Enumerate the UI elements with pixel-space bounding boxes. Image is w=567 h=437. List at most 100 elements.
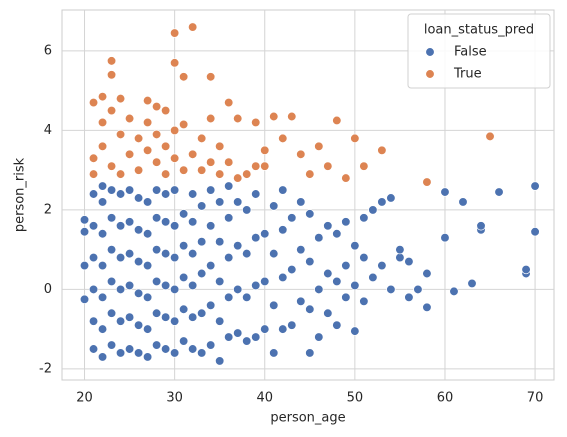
point [224, 157, 234, 167]
point [142, 95, 153, 106]
point [88, 316, 99, 326]
point [350, 280, 360, 291]
point [332, 115, 342, 126]
x-tick-label: 20 [76, 391, 93, 406]
point [350, 241, 360, 251]
point [142, 352, 153, 362]
point [160, 248, 171, 259]
point [314, 284, 324, 295]
point [79, 294, 90, 304]
point [169, 316, 180, 326]
point [124, 149, 135, 159]
point [251, 189, 261, 199]
point [242, 205, 252, 215]
point [97, 197, 108, 207]
point [368, 205, 378, 215]
point [368, 272, 378, 283]
point [305, 209, 315, 219]
point [133, 288, 144, 299]
point [287, 320, 297, 330]
point [323, 268, 333, 279]
point [278, 185, 288, 195]
point [404, 292, 414, 302]
point [106, 161, 117, 171]
point [151, 308, 162, 318]
point [215, 276, 225, 287]
point [215, 237, 225, 247]
point [206, 221, 216, 231]
point [341, 173, 351, 183]
point [386, 284, 396, 295]
point [115, 221, 126, 231]
point [260, 229, 270, 239]
point [296, 296, 306, 306]
point [323, 308, 333, 318]
point [206, 340, 216, 350]
point [169, 252, 180, 263]
point [169, 58, 180, 68]
point [215, 169, 225, 179]
point [124, 280, 135, 291]
point [377, 145, 387, 155]
point [215, 141, 225, 151]
point [88, 221, 99, 231]
point [188, 22, 198, 32]
point [449, 286, 459, 297]
point [142, 197, 153, 207]
point [106, 105, 117, 116]
point [206, 72, 216, 82]
legend-label: False [454, 45, 487, 60]
point [440, 233, 450, 243]
point [178, 209, 189, 219]
point [521, 264, 531, 275]
point [359, 213, 369, 223]
point [106, 185, 117, 195]
point [115, 189, 126, 199]
point [260, 145, 270, 155]
point [115, 129, 126, 140]
point [178, 165, 189, 175]
point [197, 165, 207, 175]
point [106, 276, 117, 287]
point [305, 169, 315, 179]
point [188, 189, 198, 199]
point [88, 153, 99, 163]
point [178, 304, 189, 314]
point [377, 197, 387, 207]
point [133, 193, 144, 203]
point [242, 248, 252, 259]
y-tick-label: 2 [44, 202, 52, 217]
point [440, 187, 450, 197]
point [188, 312, 198, 322]
legend-title: loan_status_pred [424, 23, 534, 38]
point [269, 348, 279, 358]
point [314, 332, 324, 342]
point [260, 276, 270, 287]
point [178, 241, 189, 251]
point [106, 56, 117, 66]
point [305, 256, 315, 267]
point [79, 227, 90, 237]
point [269, 248, 279, 259]
point [233, 284, 243, 295]
point [178, 72, 189, 82]
point [115, 284, 126, 295]
point [233, 173, 243, 183]
point [88, 284, 99, 295]
point [106, 213, 117, 223]
point [97, 229, 108, 239]
y-axis-label: person_risk [13, 157, 28, 232]
point [323, 161, 333, 171]
point [530, 181, 540, 191]
legend-box [407, 13, 551, 89]
point [160, 344, 171, 354]
point [278, 225, 288, 235]
y-tick-label: 4 [44, 123, 52, 138]
point [341, 217, 351, 227]
x-tick-label: 60 [437, 391, 454, 406]
x-tick-label: 50 [347, 391, 364, 406]
point [224, 332, 234, 342]
point [106, 244, 117, 255]
x-tick-label: 70 [527, 391, 544, 406]
